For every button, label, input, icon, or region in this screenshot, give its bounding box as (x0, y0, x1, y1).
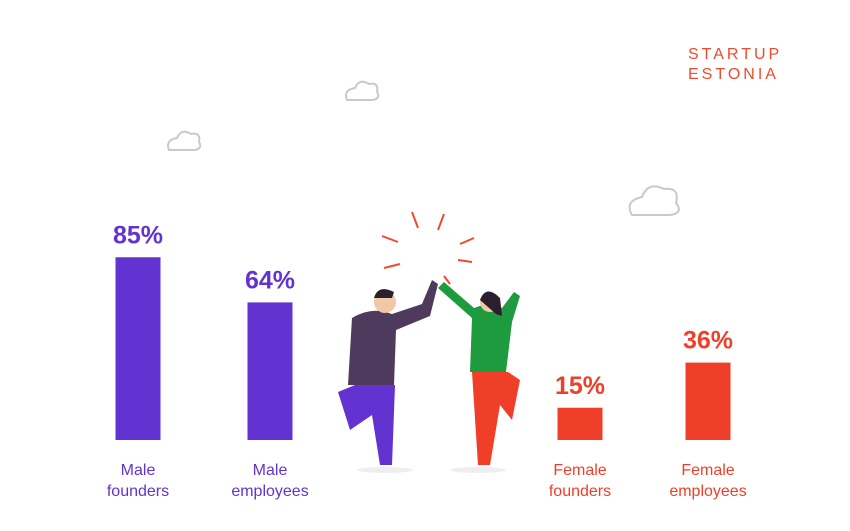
value-label: 85% (113, 221, 163, 249)
logo-line: STARTUP (688, 46, 783, 63)
cloud (167, 80, 680, 216)
bar (557, 407, 603, 440)
value-label: 36% (683, 327, 733, 355)
bar (115, 257, 161, 440)
category-label: Male founders (106, 462, 170, 500)
logo-line: ESTONIA (688, 66, 779, 83)
bar (685, 362, 731, 440)
burst (381, 211, 475, 285)
bar (247, 302, 293, 440)
category-label: Female founders (548, 462, 612, 500)
category-label: Male employees (231, 462, 309, 500)
category-label: Female employees (669, 462, 747, 500)
value-label: 15% (555, 372, 605, 400)
value-label: 64% (245, 266, 295, 294)
illustration (338, 280, 520, 473)
